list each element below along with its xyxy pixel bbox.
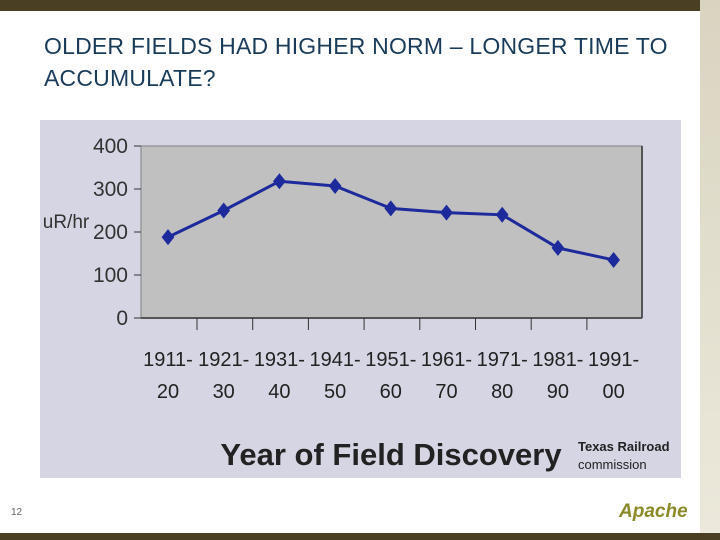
bottom-accent-bar	[0, 533, 720, 540]
plot-area	[140, 145, 643, 319]
x-tick-label: 40	[268, 381, 290, 403]
x-tick-label: 1941-	[310, 349, 361, 371]
x-tick-label: 1911-	[143, 349, 193, 371]
slide-number: 12	[11, 507, 23, 518]
x-tick-label: 50	[324, 381, 346, 403]
data-point	[440, 204, 453, 221]
apache-logo: Apache	[618, 501, 687, 522]
y-axis-title: uR/hr	[43, 212, 90, 233]
line-chart: 0 100 200 300 400 uR/hr 1911- 20 1921- 30 1931- 40 1…	[43, 135, 670, 472]
x-tick-label: 90	[547, 381, 569, 403]
y-tick-label: 0	[116, 307, 128, 330]
data-point	[217, 202, 231, 219]
chart-panel: 0 100 200 300 400 uR/hr 1911- 20 1921- 30 1931- 40 1…	[40, 120, 681, 478]
data-point	[161, 229, 175, 246]
data-point	[551, 239, 565, 256]
x-tick-label: 1991-	[588, 349, 639, 371]
x-axis-title: Year of Field Discovery	[220, 437, 562, 472]
slide-title: OLDER FIELDS HAD HIGHER NORM – LONGER TI…	[44, 33, 668, 91]
x-tick-label: 60	[380, 381, 402, 403]
x-tick-label: 30	[213, 381, 235, 403]
y-tick-label: 200	[93, 221, 128, 244]
x-tick-label: 1961-	[421, 349, 472, 371]
top-accent-bar	[0, 0, 720, 11]
source-label-line1: Texas Railroad	[578, 439, 670, 454]
x-tick-label: 70	[435, 381, 457, 403]
x-tick-label: 20	[157, 381, 179, 403]
x-tick-label: 1931-	[254, 349, 305, 371]
data-point	[607, 251, 620, 268]
x-tick-label: 1921-	[198, 349, 249, 371]
x-tick-label: 80	[491, 381, 513, 403]
source-label-line2: commission	[578, 457, 647, 472]
y-tick-label: 400	[93, 135, 128, 158]
data-point	[328, 177, 342, 194]
y-tick-label: 100	[93, 264, 128, 287]
right-accent-bar	[700, 0, 720, 540]
data-point	[384, 200, 398, 217]
x-tick-label: 1981-	[532, 349, 583, 371]
data-point	[495, 206, 509, 223]
x-tick-label: 00	[602, 381, 624, 403]
x-tick-label: 1951-	[365, 349, 416, 371]
svg-text:Apache: Apache	[618, 501, 687, 522]
y-tick-label: 300	[93, 178, 128, 201]
data-point	[273, 173, 286, 190]
x-tick-label: 1971-	[477, 349, 528, 371]
